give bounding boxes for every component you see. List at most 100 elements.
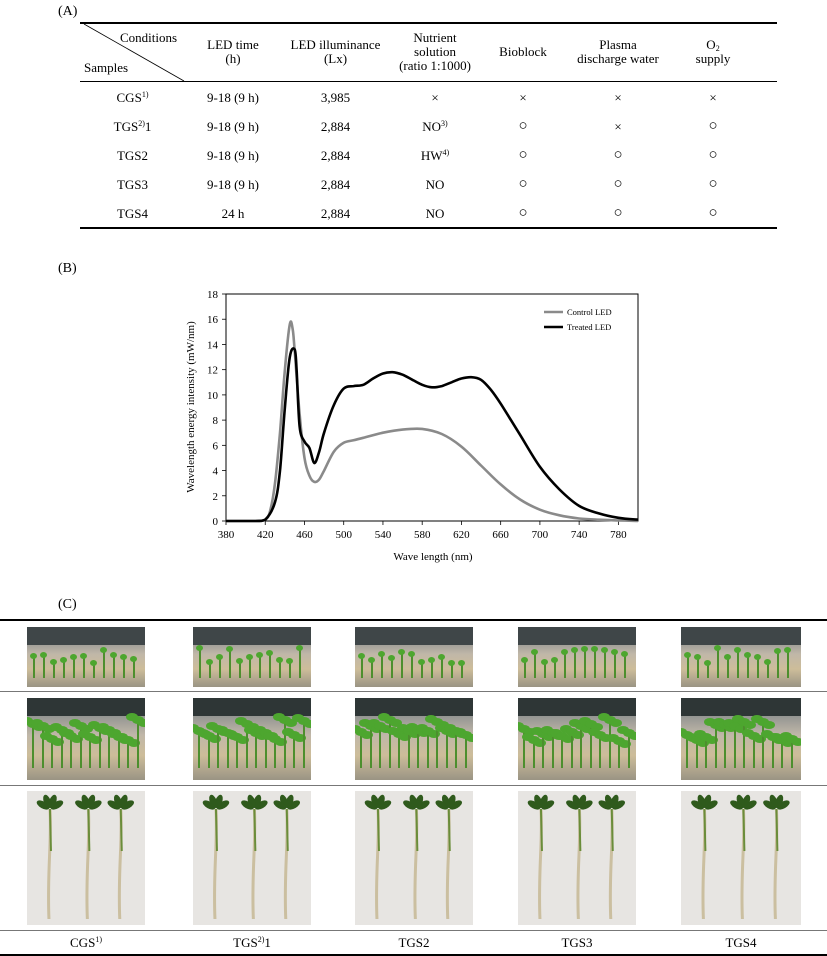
seedling-stem bbox=[53, 662, 55, 678]
header-o2-line2: supply bbox=[695, 51, 731, 66]
leaf bbox=[598, 800, 612, 810]
seedling-stem bbox=[299, 648, 301, 678]
table-o2-cell: ○ bbox=[708, 147, 718, 163]
plant-leaf bbox=[741, 728, 754, 737]
seedling-stem bbox=[63, 660, 65, 678]
leaf bbox=[691, 800, 704, 810]
x-axis-label: Wave length (nm) bbox=[393, 551, 472, 563]
seedling-leaf bbox=[561, 648, 568, 655]
seedling-tray-photo bbox=[193, 627, 311, 687]
leaf bbox=[579, 800, 593, 810]
table-bioblock-cell: ○ bbox=[518, 205, 528, 221]
seedling-leaf bbox=[621, 650, 628, 657]
plant-leaf bbox=[613, 736, 625, 745]
seedling-tray-photo bbox=[27, 627, 145, 687]
plant-leaf bbox=[571, 731, 584, 740]
plant-leaf bbox=[524, 727, 536, 736]
tray-background bbox=[518, 627, 636, 645]
plant-stem bbox=[117, 733, 120, 768]
leaf bbox=[416, 800, 430, 810]
plant-stem bbox=[226, 730, 229, 768]
plant-leaf bbox=[206, 721, 218, 730]
leaf bbox=[435, 800, 449, 810]
harvested-plants-drawing bbox=[527, 794, 625, 920]
column-label-footnote: 1) bbox=[95, 935, 102, 944]
table-lux-cell: 2,884 bbox=[320, 206, 351, 221]
y-tick-label: 8 bbox=[213, 415, 219, 427]
seedling-stem bbox=[787, 649, 789, 678]
green-stem bbox=[610, 808, 614, 852]
plant-stem bbox=[618, 737, 620, 768]
column-label-suffix: 1 bbox=[264, 935, 271, 950]
plant-leaf bbox=[387, 726, 399, 735]
plant-stem bbox=[426, 728, 429, 768]
seedling-leaf bbox=[571, 647, 578, 654]
header-o2-subscript: 2 bbox=[715, 44, 720, 53]
seedling-stem bbox=[707, 662, 709, 678]
header-led-illuminance: LED illuminance (Lx) bbox=[278, 38, 393, 66]
plant-leaf bbox=[196, 728, 209, 737]
plant-stem bbox=[89, 734, 91, 768]
header-nutrient-line3: (ratio 1:1000) bbox=[399, 58, 471, 73]
seedling-stem bbox=[687, 654, 689, 678]
plant-leaf bbox=[518, 724, 530, 733]
seedling-stem bbox=[411, 653, 413, 678]
corner-conditions-label: Conditions bbox=[120, 30, 178, 45]
seedling-leaf bbox=[398, 648, 405, 655]
x-tick-label: 540 bbox=[375, 529, 392, 541]
seedling-stem bbox=[33, 656, 35, 678]
harvested-plants-drawing bbox=[691, 794, 790, 920]
table-bioblock-cell: ○ bbox=[518, 176, 528, 192]
plant-stem bbox=[70, 732, 72, 768]
tray-background bbox=[193, 627, 311, 645]
leaf bbox=[287, 800, 300, 810]
seedling-leaf bbox=[100, 646, 107, 653]
column-label: CGS1) bbox=[26, 935, 146, 951]
plant-leaf bbox=[728, 722, 741, 731]
table-plasma-cell: × bbox=[614, 90, 622, 105]
seedling-stem bbox=[757, 656, 759, 678]
plant-leaf bbox=[738, 717, 750, 726]
plant-photo-grid: CGS1) TGS2)1 TGS2 TGS3 TGS4 bbox=[0, 619, 827, 956]
leaf bbox=[216, 800, 230, 810]
x-tick-label: 460 bbox=[296, 529, 313, 541]
conditions-table: Conditions Samples LED time (h) LED illu… bbox=[80, 22, 777, 232]
plant-stem bbox=[51, 736, 53, 768]
plant-leaf bbox=[569, 718, 581, 727]
plant-leaf bbox=[355, 727, 367, 736]
seedling-stem bbox=[624, 653, 626, 678]
plant-leaf bbox=[393, 729, 405, 738]
seedling-stem bbox=[361, 656, 363, 678]
seedling-stem bbox=[133, 659, 135, 678]
table-bioblock-cell: ○ bbox=[518, 118, 528, 134]
panel-label-b: (B) bbox=[58, 261, 77, 276]
y-tick-label: 6 bbox=[213, 440, 219, 452]
leaf bbox=[449, 800, 462, 810]
leaf bbox=[527, 800, 541, 810]
seedling-leaf bbox=[458, 660, 465, 667]
harvested-plants-photo bbox=[193, 791, 311, 925]
plant-leaf bbox=[575, 721, 587, 730]
seedling-leaf bbox=[551, 656, 558, 663]
seedling-stem bbox=[219, 656, 221, 678]
sample-name: TGS3 bbox=[116, 177, 149, 192]
green-stem bbox=[285, 808, 289, 852]
table-led-time-cell: 9-18 (9 h) bbox=[207, 177, 259, 192]
plant-stem bbox=[283, 717, 286, 768]
plant-leaf bbox=[760, 730, 773, 738]
plant-stem bbox=[79, 722, 82, 768]
seedling-leaf bbox=[378, 651, 385, 658]
seedling-leaf bbox=[60, 657, 67, 664]
plant-stem bbox=[245, 720, 248, 768]
header-plasma: Plasma discharge water bbox=[558, 38, 678, 66]
seedling-leaf bbox=[388, 654, 395, 661]
green-stem bbox=[775, 808, 779, 852]
grown-plants-photo bbox=[681, 698, 801, 780]
seedling-stem bbox=[391, 657, 393, 678]
y-tick-label: 2 bbox=[213, 491, 219, 503]
table-sample-cell: TGS4 bbox=[80, 207, 185, 221]
grown-plants-photo bbox=[518, 698, 636, 780]
grown-plants-photo bbox=[27, 698, 145, 780]
seedling-leaf bbox=[70, 653, 77, 660]
plant-leaf bbox=[106, 729, 119, 738]
